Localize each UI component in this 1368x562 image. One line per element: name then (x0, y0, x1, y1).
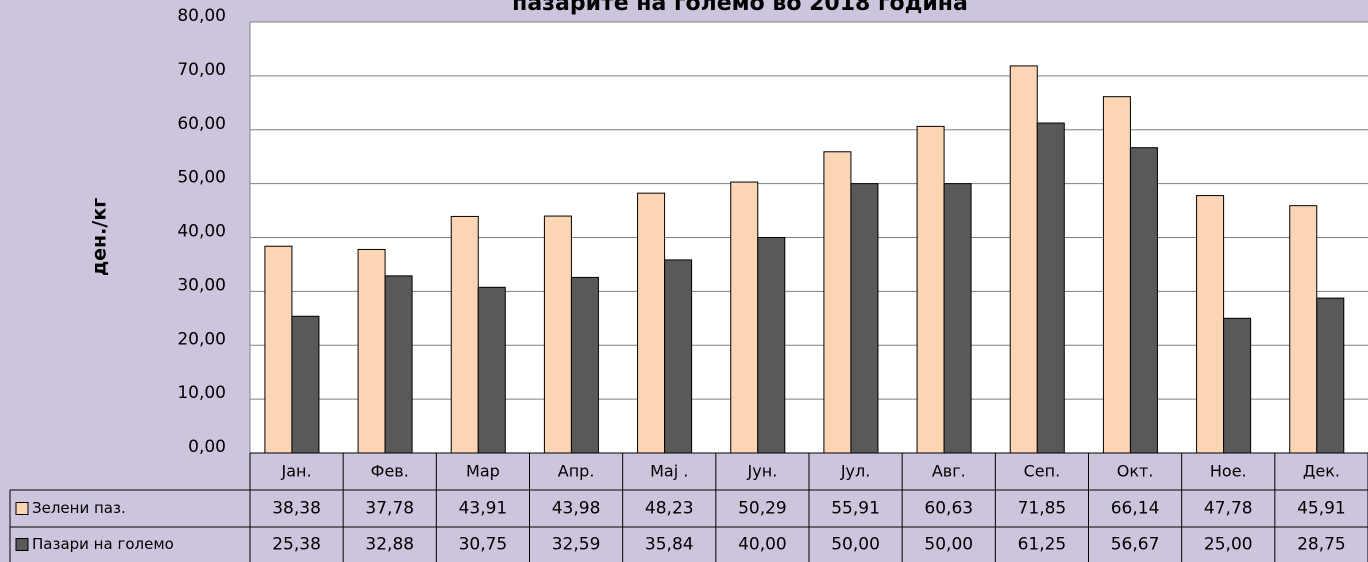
legend-swatch (15, 502, 29, 515)
bar (1223, 317, 1252, 454)
bar (1036, 122, 1065, 454)
data-label: 43,91 (459, 499, 508, 519)
y-tick-label: 10,00 (177, 383, 226, 403)
bar (1196, 195, 1225, 454)
chart-title: пазарите на големо во 2018 година (512, 0, 968, 16)
x-tick-label: Јан. (281, 462, 312, 481)
x-tick-label: Авг. (932, 462, 966, 481)
y-axis-label: ден./кг (89, 198, 111, 276)
data-label: 66,14 (1111, 499, 1160, 519)
bar (1316, 297, 1345, 454)
data-label: 47,78 (1204, 499, 1253, 519)
bar (757, 237, 786, 454)
bar (1289, 205, 1318, 454)
data-label: 25,38 (272, 535, 321, 555)
legend-swatch (15, 538, 29, 551)
bar (1129, 147, 1158, 454)
x-tick-label: Дек. (1303, 462, 1340, 481)
bar (477, 286, 506, 454)
data-label: 35,84 (645, 535, 694, 555)
data-label: 32,59 (552, 535, 601, 555)
bar (450, 215, 479, 454)
bar (1009, 65, 1038, 454)
data-label: 45,91 (1297, 499, 1346, 519)
bar (570, 276, 599, 454)
data-label: 28,75 (1297, 535, 1346, 555)
data-label: 38,38 (272, 499, 321, 519)
y-tick-label: 50,00 (177, 168, 226, 188)
data-label: 60,63 (924, 499, 973, 519)
bar (264, 245, 293, 454)
x-tick-label: Јун. (747, 462, 778, 481)
data-label: 43,98 (552, 499, 601, 519)
data-label: 48,23 (645, 499, 694, 519)
data-label: 71,85 (1018, 499, 1067, 519)
data-label: 55,91 (831, 499, 880, 519)
data-label: 61,25 (1018, 535, 1067, 555)
legend-label: Пазари на големо (32, 535, 174, 553)
bar (916, 125, 945, 454)
bar (730, 181, 759, 454)
bar (1102, 96, 1131, 454)
x-tick-label: Окт. (1117, 462, 1154, 481)
data-label: 30,75 (459, 535, 508, 555)
y-tick-label: 30,00 (177, 275, 226, 295)
bar (664, 259, 693, 454)
y-tick-label: 0,00 (188, 437, 226, 457)
data-label: 56,67 (1111, 535, 1160, 555)
data-label: 25,00 (1204, 535, 1253, 555)
bar (850, 183, 879, 454)
x-tick-label: Јул. (840, 462, 871, 481)
data-label: 50,29 (738, 499, 787, 519)
x-tick-label: Ное. (1210, 462, 1247, 481)
data-label: 50,00 (924, 535, 973, 555)
bar (823, 151, 852, 454)
bar (637, 192, 666, 454)
x-tick-label: Мар (466, 462, 500, 481)
x-tick-label: Апр. (558, 462, 595, 481)
bar (943, 183, 972, 454)
bar (543, 215, 572, 454)
legend-label: Зелени паз. (32, 499, 126, 517)
y-tick-label: 80,00 (177, 6, 226, 26)
data-label: 37,78 (365, 499, 414, 519)
y-tick-label: 20,00 (177, 329, 226, 349)
data-label: 50,00 (831, 535, 880, 555)
y-tick-label: 40,00 (177, 222, 226, 242)
bar (384, 275, 413, 454)
data-label: 32,88 (365, 535, 414, 555)
x-tick-label: Мај . (650, 462, 688, 481)
bar (291, 315, 320, 454)
y-tick-label: 60,00 (177, 114, 226, 134)
bar (357, 248, 386, 454)
x-tick-label: Сеп. (1024, 462, 1061, 481)
x-tick-label: Фев. (371, 462, 409, 481)
y-tick-label: 70,00 (177, 60, 226, 80)
data-label: 40,00 (738, 535, 787, 555)
